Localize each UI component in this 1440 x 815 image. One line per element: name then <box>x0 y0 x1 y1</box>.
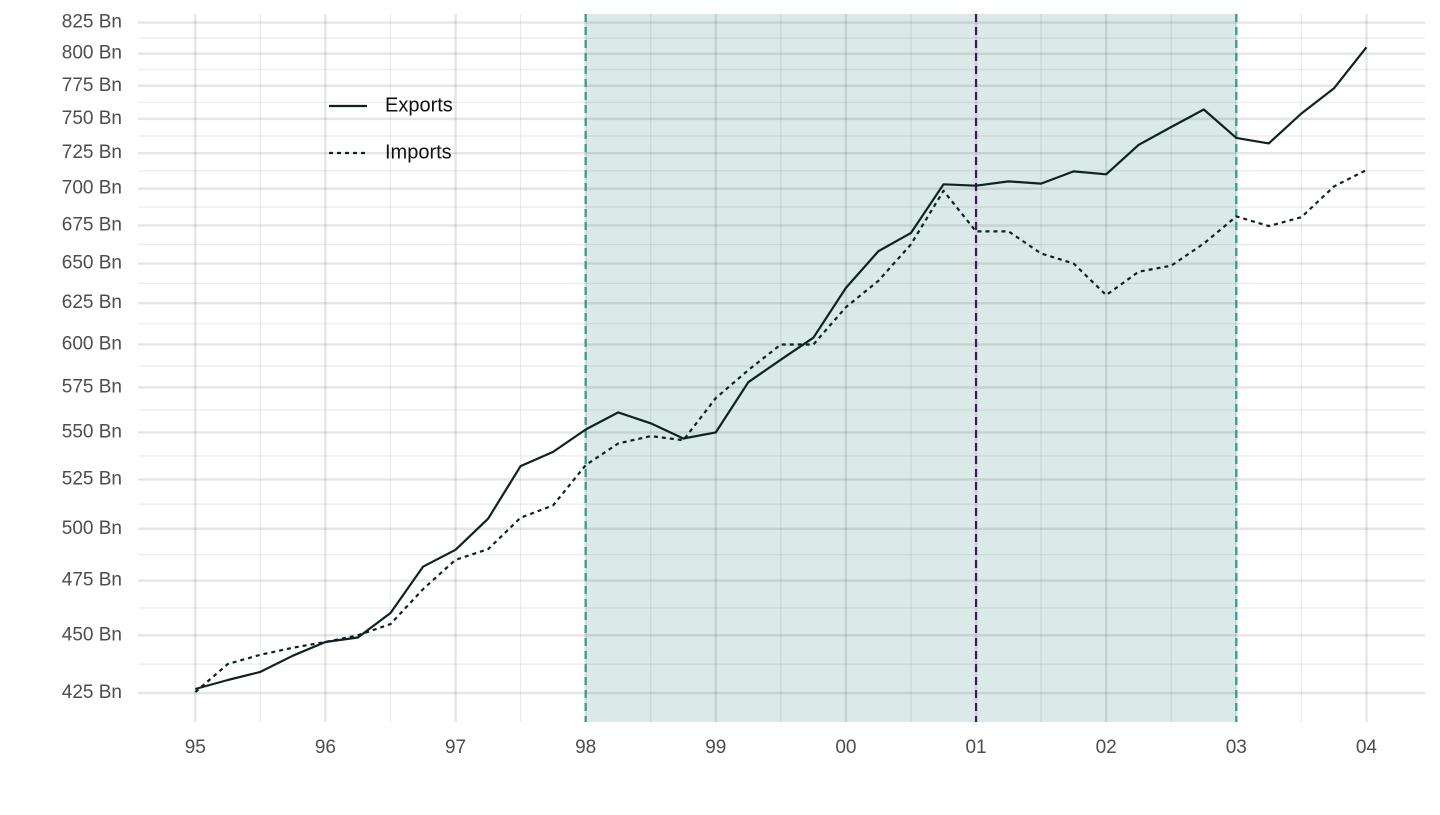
y-tick-label: 500 Bn <box>62 518 122 539</box>
y-tick-label: 825 Bn <box>62 12 122 33</box>
y-tick-label: 600 Bn <box>62 333 122 354</box>
y-tick-label: 725 Bn <box>62 142 122 163</box>
x-tick-label: 03 <box>1226 737 1247 758</box>
y-tick-label: 800 Bn <box>62 43 122 64</box>
y-tick-label: 625 Bn <box>62 292 122 313</box>
legend-label: Exports <box>385 94 453 116</box>
y-tick-label: 700 Bn <box>62 178 122 199</box>
x-tick-label: 02 <box>1096 737 1117 758</box>
x-tick-label: 95 <box>185 737 206 758</box>
legend-label: Imports <box>385 141 452 163</box>
x-tick-label: 97 <box>445 737 466 758</box>
x-tick-label: 04 <box>1356 737 1378 758</box>
x-tick-label: 99 <box>705 737 726 758</box>
x-tick-label: 00 <box>835 737 856 758</box>
y-tick-label: 650 Bn <box>62 253 122 274</box>
x-tick-label: 98 <box>575 737 596 758</box>
data-line <box>194 169 1367 693</box>
y-tick-label: 450 Bn <box>62 624 122 645</box>
y-tick-label: 575 Bn <box>62 376 122 397</box>
y-tick-label: 525 Bn <box>62 468 122 489</box>
data-line <box>195 46 1368 691</box>
x-tick-label: 96 <box>315 737 336 758</box>
y-tick-label: 750 Bn <box>62 108 122 129</box>
y-tick-label: 775 Bn <box>62 75 122 96</box>
x-tick-label: 01 <box>965 737 986 758</box>
y-tick-label: 425 Bn <box>62 682 122 703</box>
y-tick-label: 475 Bn <box>62 570 122 591</box>
y-tick-label: 550 Bn <box>62 421 122 442</box>
y-tick-label: 675 Bn <box>62 214 122 235</box>
